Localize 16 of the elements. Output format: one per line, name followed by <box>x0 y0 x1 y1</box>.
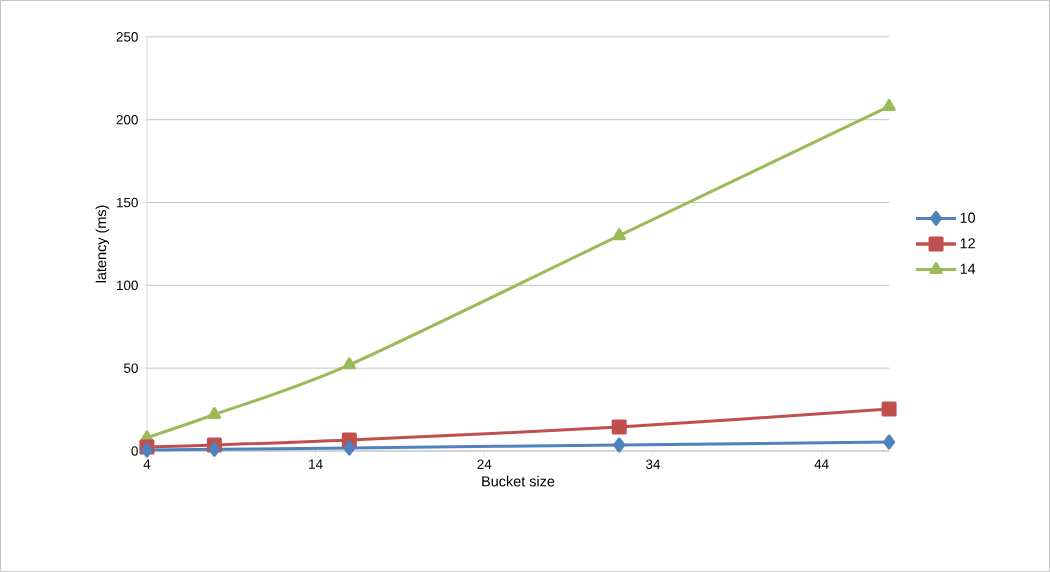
y-tick-label: 50 <box>123 363 138 373</box>
y-tick-label: 250 <box>116 32 138 42</box>
y-tick-label: 200 <box>116 114 138 125</box>
y-tick-label: 100 <box>116 280 138 291</box>
y-axis-title: latency (ms) <box>95 205 110 283</box>
x-tick-label: 14 <box>309 459 323 469</box>
x-tick-label: 44 <box>814 459 829 469</box>
x-axis-title: Bucket size <box>482 475 555 487</box>
y-tick-label: 150 <box>116 197 138 208</box>
x-tick-label: 4 <box>143 459 151 469</box>
x-tick-label: 24 <box>477 459 492 469</box>
y-tick-label: 0 <box>131 446 138 456</box>
legend-label: 14 <box>960 263 976 274</box>
legend-label: 10 <box>960 212 976 223</box>
legend-label: 12 <box>960 238 975 249</box>
x-tick-label: 34 <box>645 459 661 470</box>
